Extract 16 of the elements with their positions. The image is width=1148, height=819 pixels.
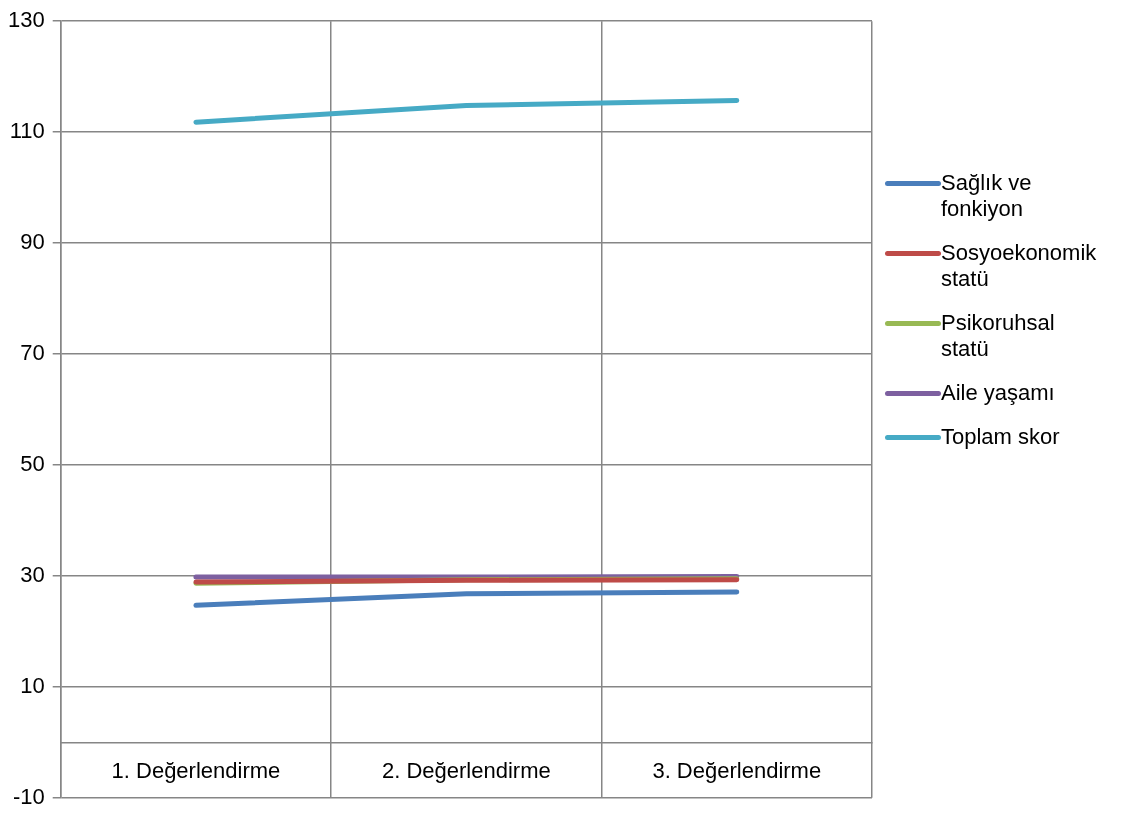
x-tick-label: 3. Değerlendirme bbox=[652, 757, 822, 783]
y-tick-label: 10 bbox=[20, 672, 45, 698]
y-tick-label: -10 bbox=[12, 783, 45, 809]
x-tick-label: 2. Değerlendirme bbox=[381, 757, 551, 783]
y-tick-label: 110 bbox=[9, 118, 45, 144]
y-tick-label: 90 bbox=[20, 229, 45, 255]
y-tick-label: 30 bbox=[20, 561, 45, 587]
y-tick-label: 50 bbox=[20, 451, 45, 477]
x-tick-label: 1. Değerlendirme bbox=[111, 757, 281, 783]
y-tick-label: 70 bbox=[20, 340, 45, 366]
legend-label: Aile yaşamı bbox=[941, 380, 1056, 406]
legend-label: Toplam skor bbox=[941, 424, 1061, 450]
y-tick-label: 130 bbox=[7, 7, 45, 33]
legend-label: Psikoruhsal statü bbox=[941, 310, 1056, 362]
legend-label: Sosyoekonomik statü bbox=[941, 240, 1098, 292]
legend-label: Sağlık ve fonkiyon bbox=[941, 170, 1033, 222]
